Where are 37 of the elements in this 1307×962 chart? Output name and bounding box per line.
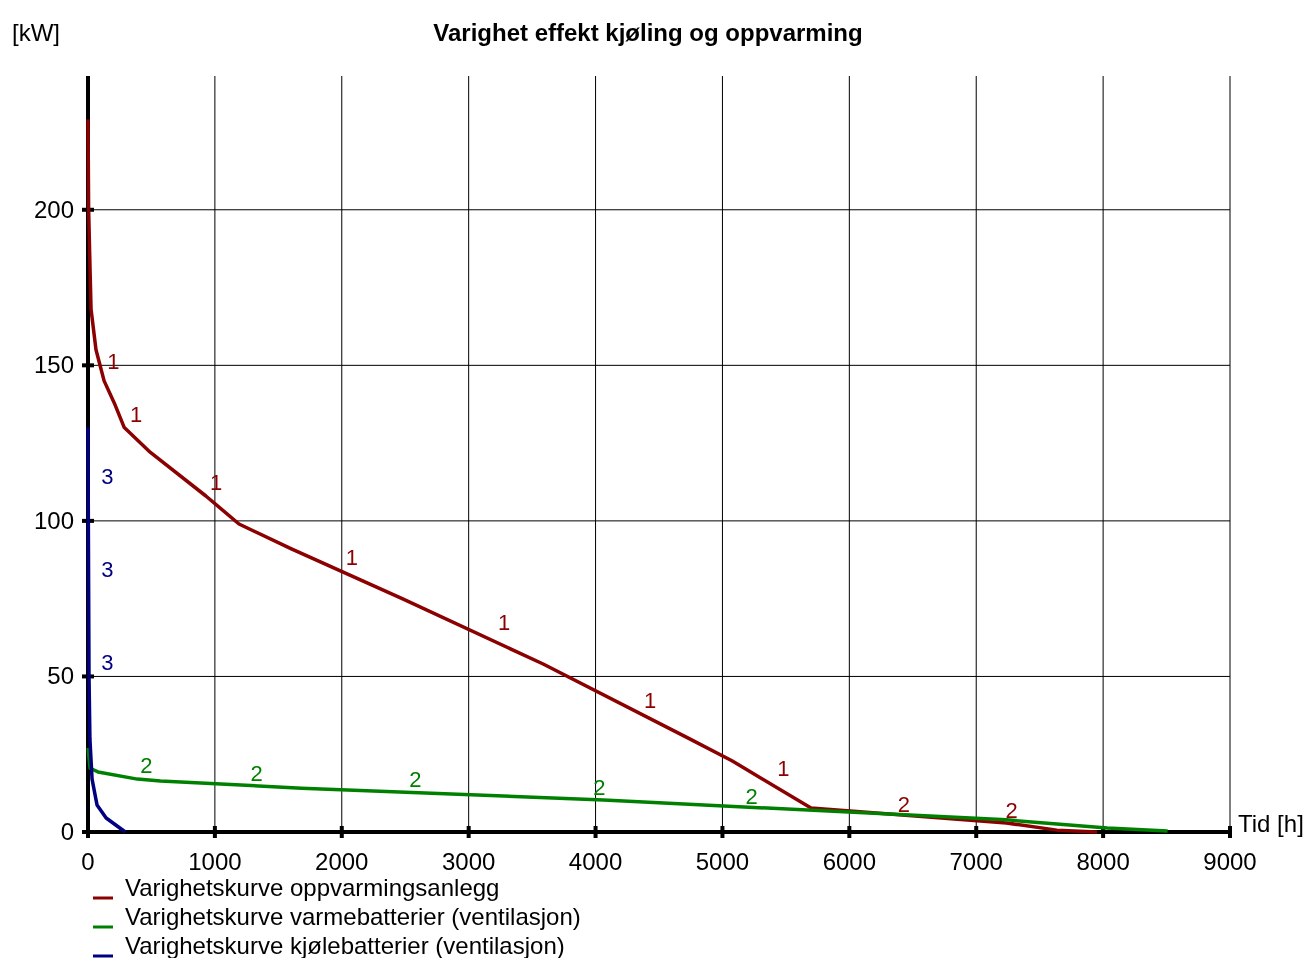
annotation: 1 [498,610,511,635]
line-series [86,117,1099,834]
annotation: 2 [140,753,153,779]
annotation: 2 [409,767,422,793]
line-series [86,425,128,834]
annotation: 3 [101,650,114,676]
y-tick-label: 0 [60,818,74,845]
x-tick-label: 2000 [315,848,369,875]
x-tick-label: 1000 [188,848,242,875]
annotation: 1 [643,687,657,713]
y-tick-label: 200 [33,195,74,223]
y-tick-label: 100 [33,506,74,534]
x-tick-label: 0 [81,848,95,875]
x-tick-label: 7000 [949,848,1003,875]
y-axis-title: [kW] [12,19,60,46]
line-series [86,746,1170,833]
annotation: 2 [745,784,758,810]
x-tick-label: 4000 [568,848,623,875]
legend-label: Varighetskurve varmebatterier (ventilasjon) [125,903,581,930]
chart-title: Varighet effekt kjøling og oppvarming [433,19,863,46]
annotation: 2 [897,792,910,817]
annotation: 1 [777,756,790,782]
x-axis-title: Tid [h] [1238,810,1304,837]
x-tick-label: 3000 [441,848,496,875]
y-tick-label: 150 [33,351,74,379]
annotation: 3 [101,463,114,489]
x-tick-label: 9000 [1203,848,1257,875]
x-tick-label: 6000 [822,848,877,875]
annotation: 2 [1005,798,1018,824]
annotation: 2 [250,760,263,786]
annotation: 1 [345,544,359,570]
y-tick-label: 50 [47,662,74,690]
x-tick-label: 8000 [1076,848,1130,875]
annotation: 1 [130,401,143,427]
legend-label: Varighetskurve oppvarmingsanlegg [125,874,500,901]
x-tick-label: 5000 [695,848,750,875]
annotation: 3 [101,557,114,583]
